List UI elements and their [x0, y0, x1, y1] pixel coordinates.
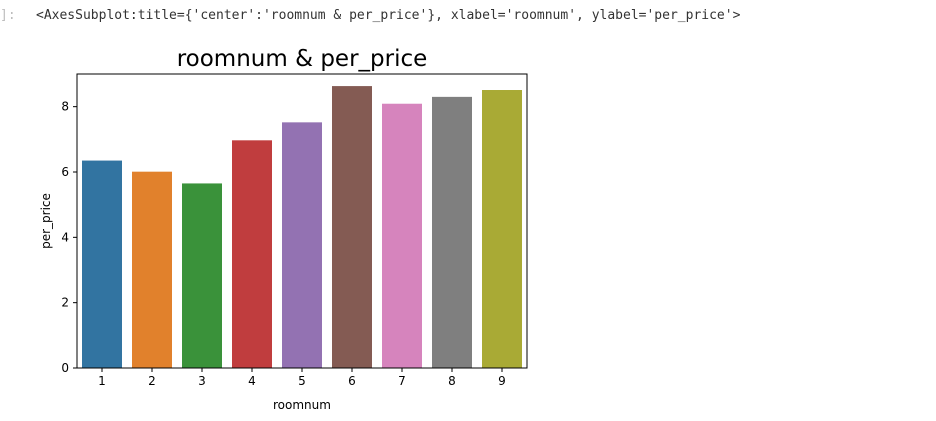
- x-tick-label: 2: [148, 374, 156, 388]
- bars-group: [82, 86, 522, 369]
- y-tick-label: 6: [61, 165, 69, 179]
- bar-5: [282, 122, 322, 368]
- bar-6: [332, 86, 372, 368]
- bar-9: [482, 90, 522, 369]
- y-tick-label: 2: [61, 296, 69, 310]
- x-tick-label: 6: [348, 374, 356, 388]
- x-tick-label: 3: [198, 374, 206, 388]
- y-axis-ticks: 0 2 4 6 8: [61, 100, 77, 375]
- bar-4: [232, 140, 272, 368]
- x-tick-label: 9: [498, 374, 506, 388]
- bar-2: [132, 171, 172, 368]
- x-tick-label: 4: [248, 374, 256, 388]
- cell-prompt: ]:: [0, 8, 16, 23]
- chart-title: roomnum & per_price: [177, 46, 428, 72]
- y-axis-label: per_price: [39, 193, 53, 249]
- bar-7: [382, 103, 422, 368]
- plot-frame: [76, 73, 528, 369]
- y-tick-label: 8: [61, 100, 69, 114]
- x-tick-label: 1: [98, 374, 106, 388]
- y-tick-label: 0: [61, 361, 69, 375]
- x-tick-label: 5: [298, 374, 306, 388]
- x-axis-ticks: 1 2 3 4 5 6 7 8 9: [98, 368, 506, 388]
- axes-repr-text: <AxesSubplot:title={'center':'roomnum & …: [36, 8, 741, 23]
- bar-8: [432, 96, 472, 368]
- x-axis-label: roomnum: [273, 398, 331, 412]
- y-tick-label: 4: [61, 230, 69, 244]
- x-tick-label: 7: [398, 374, 406, 388]
- x-tick-label: 8: [448, 374, 456, 388]
- bar-1: [82, 160, 122, 368]
- bar-3: [182, 183, 222, 368]
